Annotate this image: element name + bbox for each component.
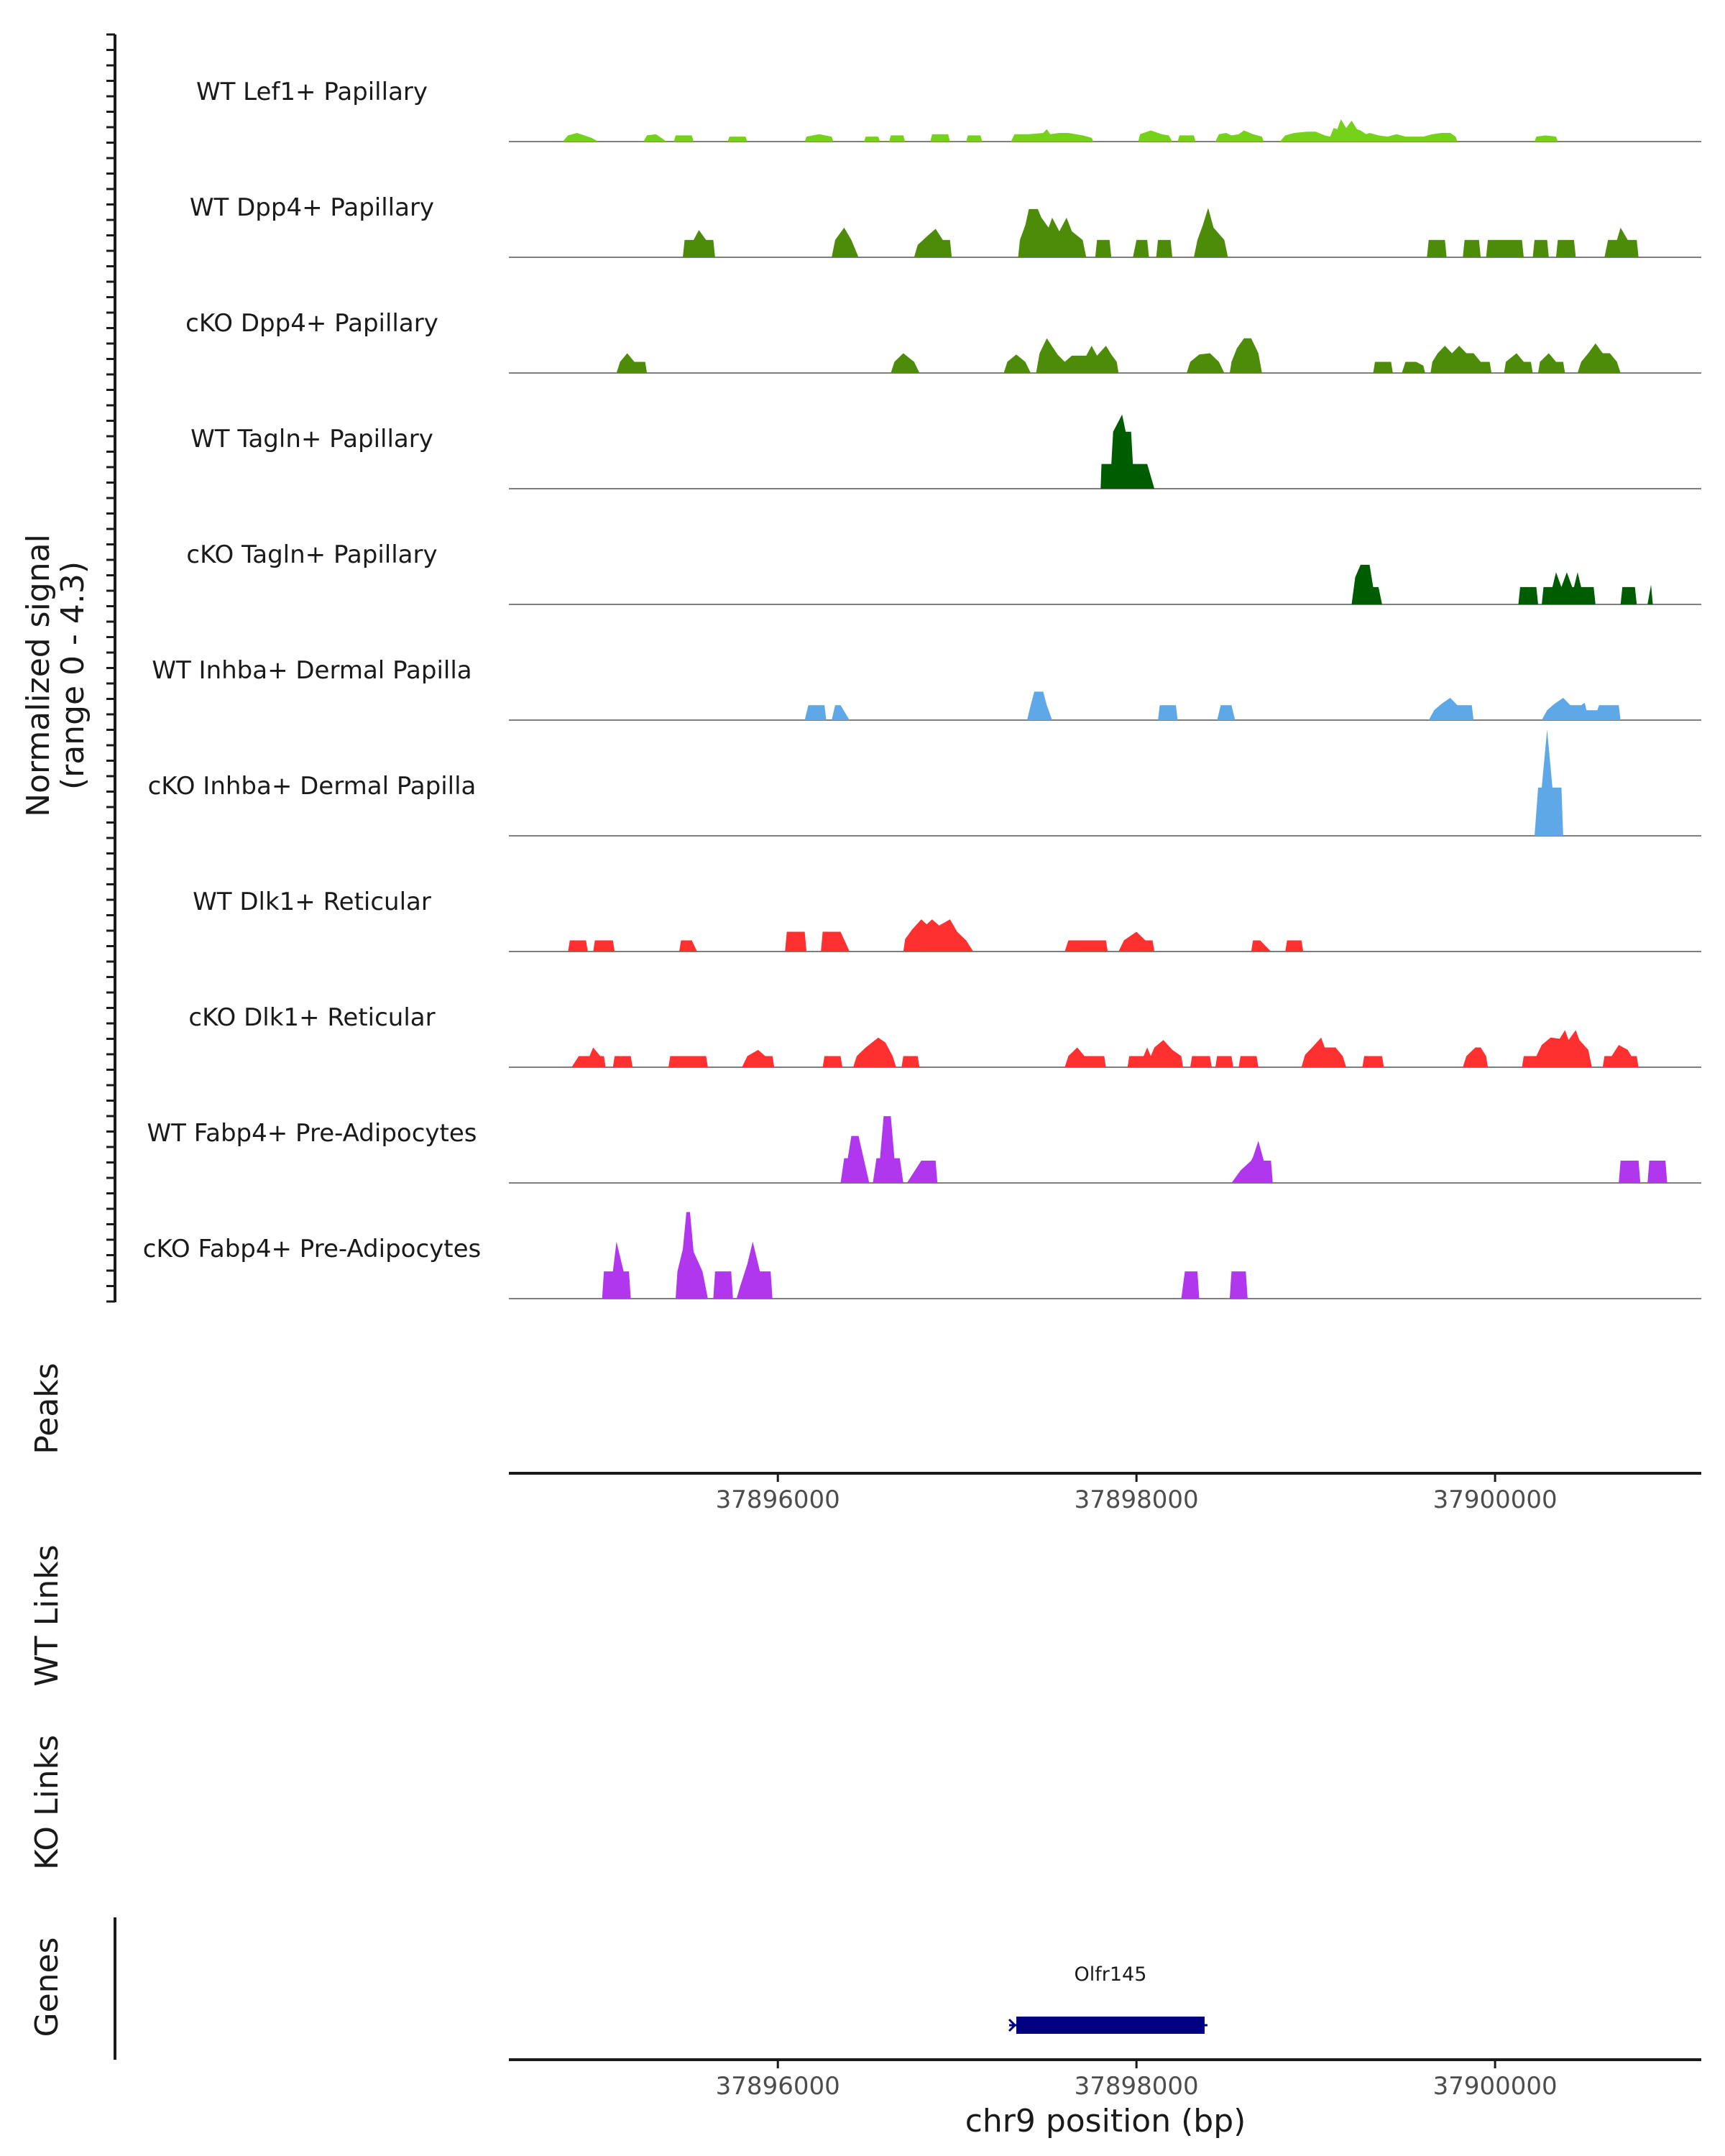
- track-3: WT Tagln+ Papillary: [190, 414, 1701, 489]
- x-tick-label: 37896000: [716, 2072, 840, 2101]
- y-axis-title-line1: Normalized signal: [20, 534, 57, 817]
- track-8: cKO Dlk1+ Reticular: [188, 1003, 1701, 1068]
- x-tick-label: 37898000: [1075, 1485, 1199, 1514]
- track-0: WT Lef1+ Papillary: [196, 78, 1701, 142]
- track-label: WT Tagln+ Papillary: [190, 425, 433, 453]
- genes-x-axis: 37896000 37898000 37900000: [716, 2060, 1558, 2101]
- track-signal-area: [683, 208, 1639, 257]
- genes-panel-label: Genes: [29, 1937, 65, 2037]
- ko-links-panel-label: KO Links: [29, 1735, 65, 1870]
- signal-y-ticks: [106, 33, 115, 1303]
- track-signal-area: [562, 119, 1558, 142]
- x-tick-label: 37900000: [1433, 1485, 1558, 1514]
- x-tick-label: 37900000: [1433, 2072, 1558, 2101]
- coverage-tracks: WT Lef1+ Papillary WT Dpp4+ Papillary cKO …: [143, 78, 1701, 1299]
- track-label: cKO Tagln+ Papillary: [186, 540, 437, 569]
- track-signal-area: [568, 919, 1304, 952]
- track-signal-area: [602, 1212, 1248, 1299]
- track-label: WT Inhba+ Dermal Papilla: [152, 656, 472, 685]
- track-label: cKO Fabp4+ Pre-Adipocytes: [143, 1235, 482, 1263]
- y-axis-title-line2: (range 0 - 4.3): [55, 561, 91, 790]
- track-2: cKO Dpp4+ Papillary: [185, 309, 1701, 374]
- track-signal-area: [840, 1116, 1668, 1183]
- track-5: WT Inhba+ Dermal Papilla: [152, 656, 1701, 721]
- x-axis-title: chr9 position (bp): [965, 2103, 1246, 2139]
- track-label: WT Dpp4+ Papillary: [190, 193, 434, 222]
- track-signal-area: [804, 691, 1621, 720]
- track-label: WT Fabp4+ Pre-Adipocytes: [147, 1119, 477, 1148]
- track-signal-area: [1351, 564, 1653, 604]
- gene-track: Olfr145: [1008, 1963, 1208, 2034]
- track-signal-area: [616, 338, 1621, 373]
- track-7: WT Dlk1+ Reticular: [193, 888, 1701, 952]
- track-label: WT Lef1+ Papillary: [196, 78, 428, 106]
- x-tick-label: 37898000: [1075, 2072, 1199, 2101]
- wt-links-panel-label: WT Links: [29, 1544, 65, 1686]
- track-9: WT Fabp4+ Pre-Adipocytes: [147, 1116, 1701, 1184]
- x-tick-label: 37896000: [716, 1485, 840, 1514]
- signal-y-axis-title: Normalized signal (range 0 - 4.3): [20, 534, 91, 817]
- track-4: cKO Tagln+ Papillary: [186, 540, 1701, 605]
- track-signal-area: [1535, 729, 1563, 836]
- peaks-panel-label: Peaks: [29, 1363, 65, 1454]
- track-1: WT Dpp4+ Papillary: [190, 193, 1701, 258]
- gene-label: Olfr145: [1075, 1963, 1147, 1986]
- track-label: cKO Inhba+ Dermal Papilla: [148, 772, 477, 801]
- track-signal-area: [1100, 414, 1155, 489]
- track-label: cKO Dpp4+ Papillary: [185, 309, 438, 338]
- track-6: cKO Inhba+ Dermal Papilla: [148, 729, 1701, 837]
- peaks-x-axis: 37896000 37898000 37900000: [716, 1473, 1558, 1514]
- track-signal-area: [571, 1030, 1639, 1067]
- track-label: WT Dlk1+ Reticular: [193, 888, 431, 916]
- track-label: cKO Dlk1+ Reticular: [188, 1003, 435, 1032]
- strand-arrow-icon: [1008, 2018, 1017, 2032]
- track-10: cKO Fabp4+ Pre-Adipocytes: [143, 1212, 1701, 1299]
